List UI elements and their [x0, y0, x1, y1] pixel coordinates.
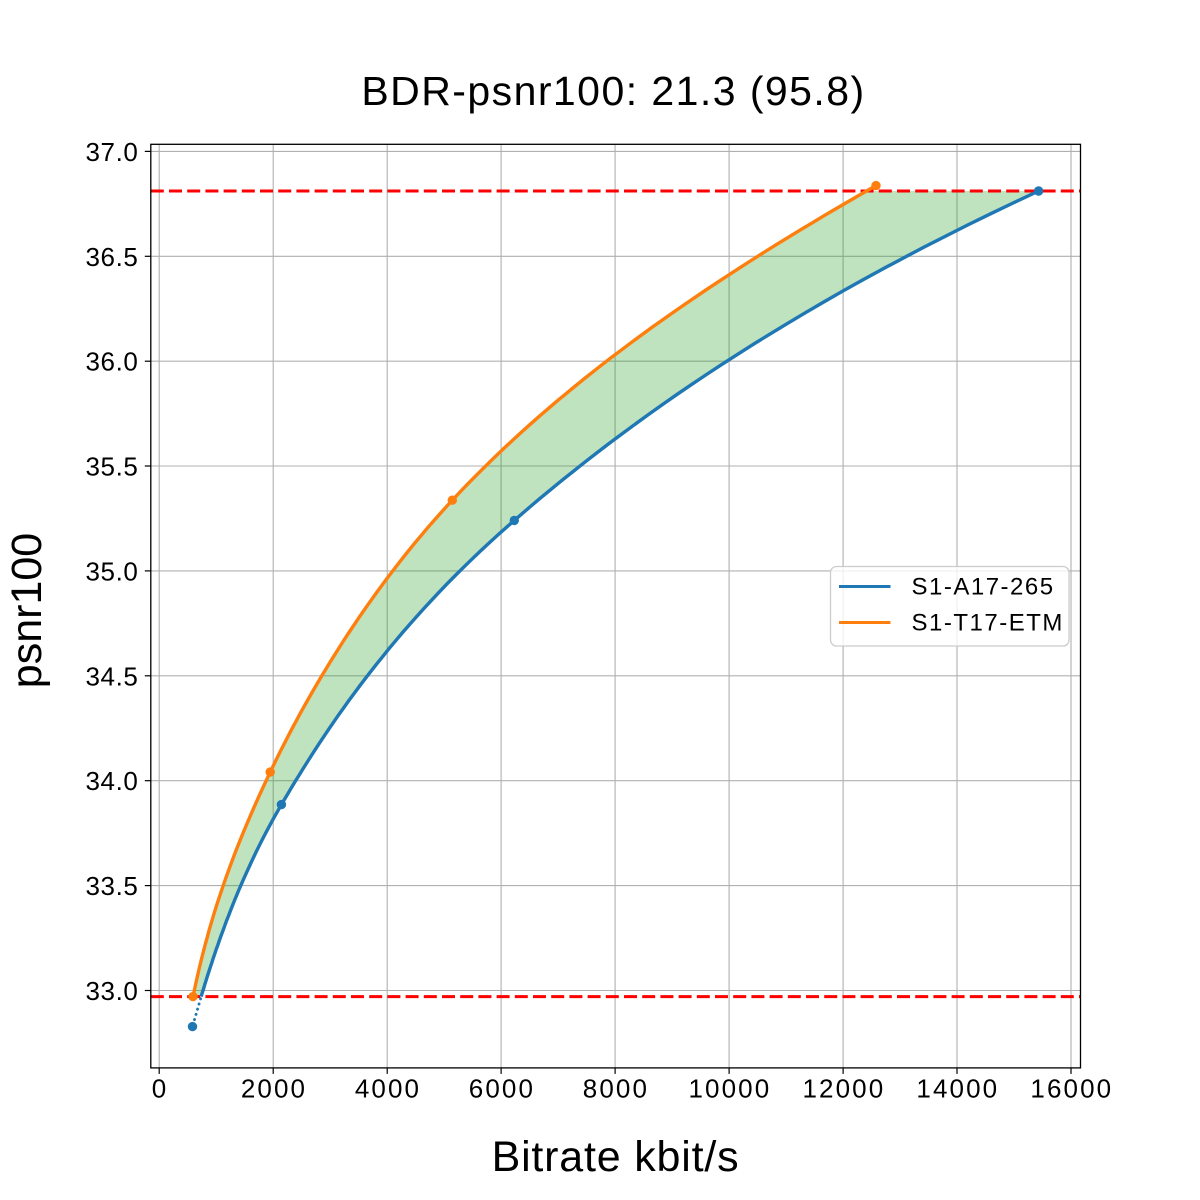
svg-text:16000: 16000 — [1030, 1074, 1113, 1104]
svg-text:4000: 4000 — [355, 1074, 421, 1104]
svg-text:10000: 10000 — [688, 1074, 771, 1104]
svg-text:6000: 6000 — [469, 1074, 535, 1104]
svg-text:0: 0 — [152, 1074, 169, 1104]
svg-text:33.5: 33.5 — [85, 871, 138, 901]
svg-text:12000: 12000 — [802, 1074, 885, 1104]
svg-text:2000: 2000 — [241, 1074, 307, 1104]
svg-text:34.5: 34.5 — [85, 661, 138, 691]
svg-text:S1-T17-ETM: S1-T17-ETM — [912, 610, 1064, 637]
svg-text:36.0: 36.0 — [85, 347, 138, 377]
svg-text:14000: 14000 — [916, 1074, 999, 1104]
svg-text:8000: 8000 — [583, 1074, 649, 1104]
svg-text:35.5: 35.5 — [85, 452, 138, 482]
svg-text:psnr100: psnr100 — [3, 533, 51, 688]
svg-text:34.0: 34.0 — [85, 766, 138, 796]
svg-text:Bitrate kbit/s: Bitrate kbit/s — [492, 1133, 740, 1181]
svg-text:33.0: 33.0 — [85, 976, 138, 1006]
svg-text:35.0: 35.0 — [85, 556, 138, 586]
svg-text:S1-A17-265: S1-A17-265 — [912, 574, 1055, 601]
svg-text:36.5: 36.5 — [85, 242, 138, 272]
svg-text:BDR-psnr100: 21.3 (95.8): BDR-psnr100: 21.3 (95.8) — [361, 68, 865, 114]
svg-text:37.0: 37.0 — [85, 137, 138, 167]
